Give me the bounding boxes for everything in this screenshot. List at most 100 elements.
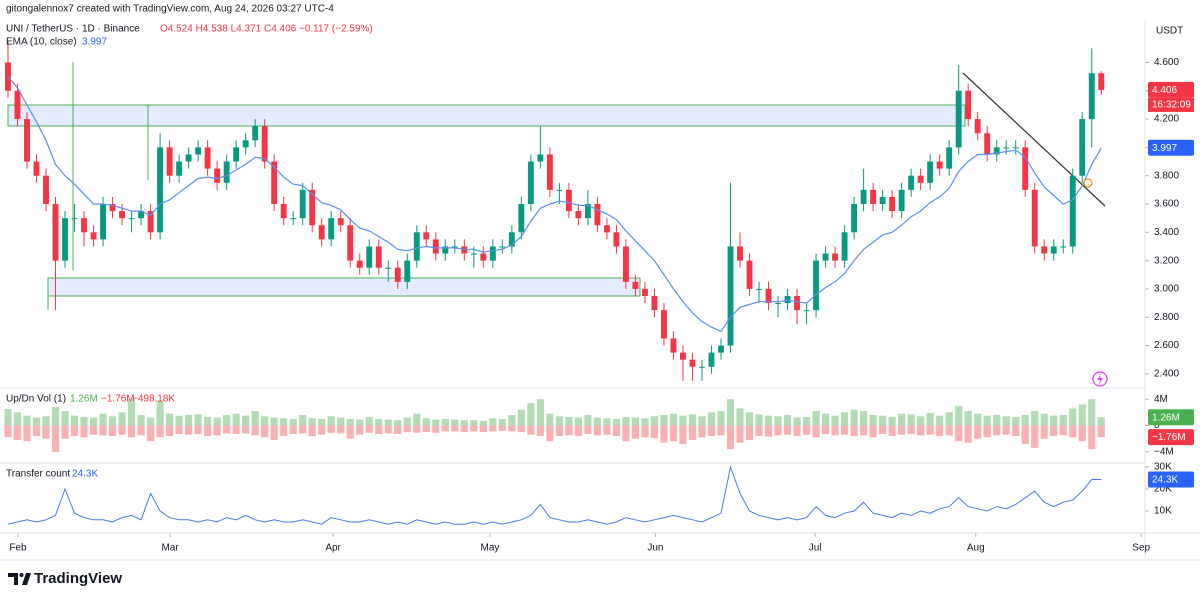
up-volume-bar <box>185 414 193 426</box>
up-volume-bar <box>137 414 145 426</box>
up-volume-bar <box>470 420 478 426</box>
up-volume-bar <box>622 416 630 426</box>
candle-body <box>1003 147 1010 149</box>
up-volume-bar <box>707 412 716 426</box>
candle-body <box>204 147 211 169</box>
down-volume-bar <box>280 425 288 437</box>
candle-body <box>622 246 629 282</box>
down-volume-bar <box>936 425 944 437</box>
up-volume-bar <box>679 415 687 426</box>
up-volume-bar <box>755 414 763 426</box>
last-price-tag-bg <box>1148 81 1194 98</box>
up-volume-bar <box>441 418 449 426</box>
candle-body <box>803 310 810 312</box>
up-volume-bar <box>660 414 668 426</box>
candle-body <box>157 147 164 233</box>
up-volume-bar <box>641 418 649 426</box>
up-volume-bar <box>593 417 601 426</box>
down-volume-bar <box>375 425 383 435</box>
down-volume-bar <box>4 425 12 438</box>
down-volume-bar <box>869 425 877 438</box>
candle-body <box>775 303 781 305</box>
candle-body <box>195 147 202 155</box>
alert-bolt <box>1097 374 1103 384</box>
up-volume-bar <box>327 416 335 426</box>
candle-body <box>594 204 601 226</box>
down-volume-bar <box>717 425 725 436</box>
transfer-legend-value: 24.3K <box>72 469 98 480</box>
candle-body <box>176 161 183 176</box>
candle-body <box>14 90 21 120</box>
up-volume-bar <box>413 413 421 426</box>
candle-body <box>518 204 525 233</box>
down-volume-bar <box>137 425 145 436</box>
candle-body <box>603 225 610 233</box>
up-volume-bar <box>251 411 259 426</box>
up-volume-bar <box>974 413 982 426</box>
candle-body <box>1079 119 1086 176</box>
candle-body <box>575 211 582 219</box>
candle-body <box>261 126 268 162</box>
up-volume-bar <box>479 420 487 426</box>
up-volume-bar <box>108 416 117 426</box>
down-volume-bar <box>888 425 896 437</box>
down-volume-bar <box>764 425 773 437</box>
down-volume-bar <box>13 425 22 440</box>
candle-body <box>1050 246 1057 254</box>
up-volume-bar <box>1059 414 1067 426</box>
logo-mark <box>22 573 31 585</box>
candle-body <box>565 189 572 212</box>
candle-body <box>214 168 221 183</box>
candle-body <box>90 232 97 240</box>
up-volume-bar <box>812 411 820 426</box>
up-volume-bar <box>565 416 573 426</box>
y-tick-label: 0 <box>1154 420 1160 431</box>
up-volume-bar <box>1097 417 1105 426</box>
up-volume-bar <box>717 411 725 426</box>
down-volume-bar <box>879 425 887 435</box>
up-volume-bar <box>850 409 858 426</box>
down-volume-bar <box>1078 425 1086 442</box>
ema-tag-bg <box>1148 139 1194 156</box>
alert-ring <box>1092 371 1108 387</box>
down-volume-bar <box>898 425 906 435</box>
up-volume-bar <box>888 416 896 426</box>
candle-body <box>233 147 240 162</box>
candle-body <box>242 140 249 148</box>
down-volume-bar <box>1002 425 1010 435</box>
ema-line <box>7 76 1102 333</box>
up-volume-bar <box>365 416 373 426</box>
down-volume-bar <box>89 425 98 435</box>
candle-body <box>927 161 934 183</box>
candle-body <box>432 239 439 254</box>
up-volume-bar <box>403 417 411 426</box>
up-volume-bar <box>879 415 887 426</box>
up-volume-bar <box>51 407 60 426</box>
down-volume-bar <box>166 425 174 437</box>
down-volume-bar <box>299 425 307 434</box>
candle-body <box>413 232 420 261</box>
down-volume-bar <box>251 425 259 436</box>
y-tick-label: 4.200 <box>1154 114 1179 125</box>
y-tick-label: 10K <box>1154 506 1172 517</box>
candle-body <box>556 189 563 191</box>
up-volume-bar <box>147 417 155 426</box>
up-volume-bar <box>669 413 678 426</box>
up-volume-bar <box>308 418 316 426</box>
down-volume-bar <box>23 425 31 442</box>
down-volume-bar <box>394 425 402 435</box>
down-volume-bar <box>802 425 811 435</box>
down-volume-bar <box>194 425 202 435</box>
up-volume-bar <box>907 414 915 426</box>
down-volume-bar <box>736 425 744 443</box>
down-volume-bar <box>679 425 687 444</box>
up-volume-bar <box>993 414 1001 426</box>
up-volume-bar <box>1031 411 1039 426</box>
down-volume-bar <box>955 425 963 442</box>
up-volume-bar <box>774 416 782 426</box>
down-volume-bar <box>384 425 392 434</box>
down-volume-bar <box>755 425 763 437</box>
up-volume-bar <box>527 403 535 426</box>
